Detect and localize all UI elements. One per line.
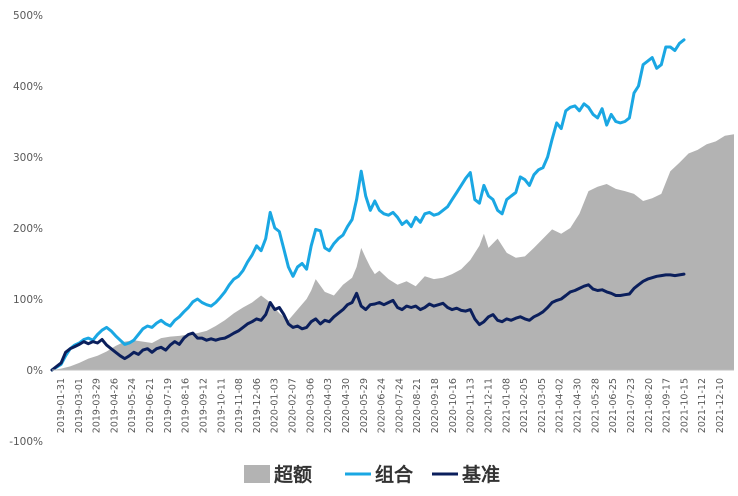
legend-label: 超额 [273, 463, 312, 486]
x-tick-label: 2020-03-06 [305, 378, 316, 433]
x-tick-label: 2021-04-30 [573, 378, 584, 433]
x-tick-label: 2019-04-26 [109, 378, 120, 433]
legend-label: 基准 [461, 463, 500, 486]
plot-area [50, 38, 734, 372]
x-tick-label: 2020-07-24 [394, 378, 405, 433]
legend-label: 组合 [375, 463, 414, 486]
x-tick-label: 2019-08-16 [181, 378, 192, 433]
x-tick-label: 2020-08-21 [412, 378, 423, 433]
x-tick-label: 2019-03-29 [92, 378, 103, 433]
x-tick-label: 2021-10-15 [679, 378, 690, 433]
x-tick-label: 2019-06-21 [145, 378, 156, 433]
x-tick-label: 2021-08-20 [644, 378, 655, 433]
series-area-excess [52, 134, 734, 370]
series-line-portfolio [50, 38, 686, 372]
x-tick-label: 2020-12-11 [483, 378, 494, 433]
x-tick-label: 2020-04-30 [341, 378, 352, 433]
x-tick-label: 2019-12-06 [252, 378, 263, 433]
x-tick-label: 2020-09-18 [430, 378, 441, 433]
x-tick-label: 2021-09-17 [662, 378, 673, 433]
x-tick-label: 2019-09-12 [198, 378, 209, 433]
legend: 超额 组合 基准 [244, 463, 500, 486]
x-tick-label: 2020-11-13 [466, 378, 477, 433]
y-axis-tick-labels: -100% 0% 100% 200% 300% 400% 500% [9, 10, 43, 448]
series-line-benchmark [50, 272, 686, 372]
x-tick-label: 2020-01-03 [270, 378, 281, 433]
x-tick-label: 2020-02-07 [288, 378, 299, 433]
x-tick-label: 2021-07-23 [626, 378, 637, 433]
x-tick-label: 2021-01-08 [501, 378, 512, 433]
x-axis-tick-labels: 2019-01-31 2019-03-01 2019-03-29 2019-04-26… [56, 378, 726, 433]
x-tick-label: 2021-04-02 [555, 378, 566, 433]
x-tick-label: 2019-11-08 [234, 378, 245, 433]
y-tick-label: 500% [13, 10, 43, 22]
y-tick-label: 0% [26, 365, 43, 377]
y-tick-label: 300% [13, 152, 43, 164]
x-tick-label: 2020-06-24 [377, 378, 388, 433]
x-tick-label: 2019-07-19 [163, 378, 174, 433]
x-tick-label: 2019-01-31 [56, 378, 67, 433]
x-tick-label: 2020-04-03 [323, 378, 334, 433]
x-tick-label: 2020-05-29 [359, 378, 370, 433]
x-tick-label: 2020-10-16 [448, 378, 459, 433]
x-tick-label: 2019-05-24 [127, 378, 138, 433]
x-tick-label: 2021-11-12 [697, 378, 708, 433]
x-tick-label: 2019-03-01 [74, 378, 85, 433]
x-tick-label: 2021-05-28 [590, 378, 601, 433]
x-tick-label: 2019-10-11 [216, 378, 227, 433]
y-tick-label: 400% [13, 81, 43, 93]
x-tick-label: 2021-06-25 [608, 378, 619, 433]
x-tick-label: 2021-02-05 [519, 378, 530, 433]
y-tick-label: 200% [13, 223, 43, 235]
y-tick-label: -100% [9, 436, 43, 448]
legend-swatch-excess [244, 465, 270, 483]
x-tick-label: 2021-03-05 [537, 378, 548, 433]
y-tick-label: 100% [13, 294, 43, 306]
x-tick-label: 2021-12-10 [715, 378, 726, 433]
